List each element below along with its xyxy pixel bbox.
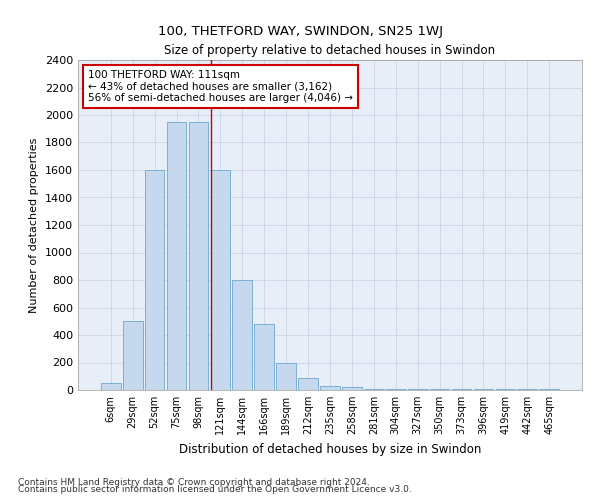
Bar <box>123 322 143 390</box>
Text: 100, THETFORD WAY, SWINDON, SN25 1WJ: 100, THETFORD WAY, SWINDON, SN25 1WJ <box>157 25 443 38</box>
Bar <box>211 170 230 390</box>
Text: 100 THETFORD WAY: 111sqm
← 43% of detached houses are smaller (3,162)
56% of sem: 100 THETFORD WAY: 111sqm ← 43% of detach… <box>88 70 353 103</box>
Bar <box>342 387 362 390</box>
Text: Contains HM Land Registry data © Crown copyright and database right 2024.: Contains HM Land Registry data © Crown c… <box>18 478 370 487</box>
Bar <box>145 170 164 390</box>
Bar <box>320 386 340 390</box>
Text: Contains public sector information licensed under the Open Government Licence v3: Contains public sector information licen… <box>18 486 412 494</box>
Bar <box>167 122 187 390</box>
Bar <box>254 324 274 390</box>
Bar <box>232 280 252 390</box>
Bar <box>276 362 296 390</box>
Bar <box>101 383 121 390</box>
Bar <box>298 378 318 390</box>
X-axis label: Distribution of detached houses by size in Swindon: Distribution of detached houses by size … <box>179 442 481 456</box>
Title: Size of property relative to detached houses in Swindon: Size of property relative to detached ho… <box>164 44 496 58</box>
Y-axis label: Number of detached properties: Number of detached properties <box>29 138 40 312</box>
Bar <box>188 122 208 390</box>
